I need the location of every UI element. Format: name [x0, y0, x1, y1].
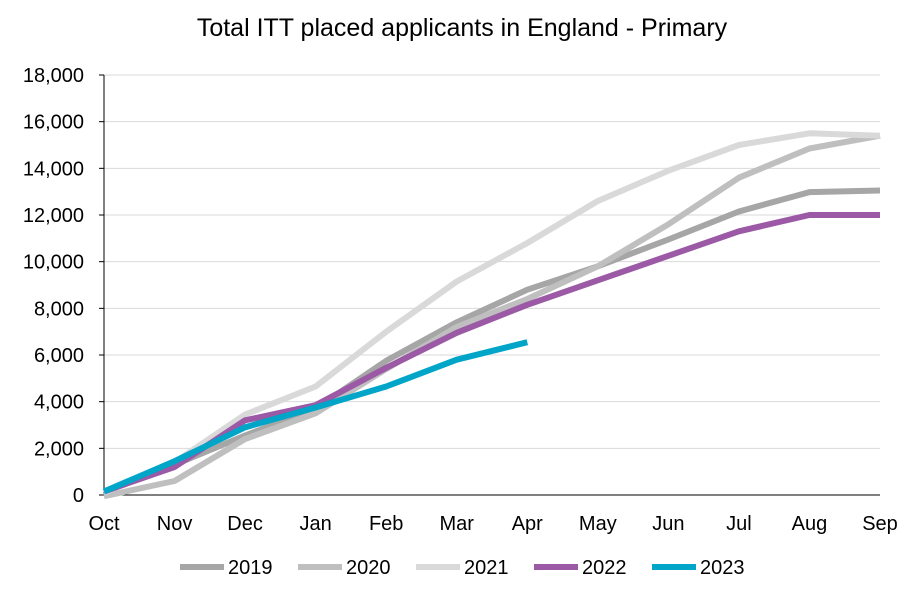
legend-label: 2021 [464, 557, 509, 579]
series-line-2022 [103, 212, 880, 495]
x-tick-label: Nov [157, 513, 193, 535]
y-tick-label: 10,000 [23, 252, 84, 274]
series-line-2019 [102, 187, 881, 495]
y-tick-label: 14,000 [23, 158, 84, 180]
y-tick-label: 4,000 [34, 392, 84, 414]
legend-label: 2019 [228, 557, 273, 579]
series-line-2020 [103, 132, 881, 500]
y-tick-label: 2,000 [34, 438, 84, 460]
y-tick-label: 16,000 [23, 112, 84, 134]
y-tick-label: 6,000 [34, 345, 84, 367]
series-line-2023 [102, 339, 529, 495]
y-tick-label: 8,000 [34, 298, 84, 320]
legend-label: 2022 [582, 557, 627, 579]
chart-title: Total ITT placed applicants in England -… [196, 14, 728, 42]
x-tick-label: Apr [512, 513, 543, 535]
x-tick-label: Jun [652, 513, 684, 535]
y-tick-label: 0 [73, 485, 84, 507]
x-tick-label: Oct [88, 513, 120, 535]
legend-label: 2023 [700, 557, 745, 579]
x-tick-label: Sep [862, 513, 898, 535]
x-tick-label: Aug [792, 513, 828, 535]
x-tick-label: Mar [440, 513, 475, 535]
x-tick-label: Dec [227, 513, 263, 535]
y-tick-label: 12,000 [23, 205, 84, 227]
legend-label: 2020 [346, 557, 391, 579]
series-line-2021 [102, 130, 881, 496]
x-tick-label: Jan [300, 513, 332, 535]
x-tick-label: Feb [369, 513, 403, 535]
x-tick-label: May [579, 513, 617, 535]
y-tick-label: 18,000 [23, 65, 84, 87]
x-tick-label: Jul [726, 513, 752, 535]
